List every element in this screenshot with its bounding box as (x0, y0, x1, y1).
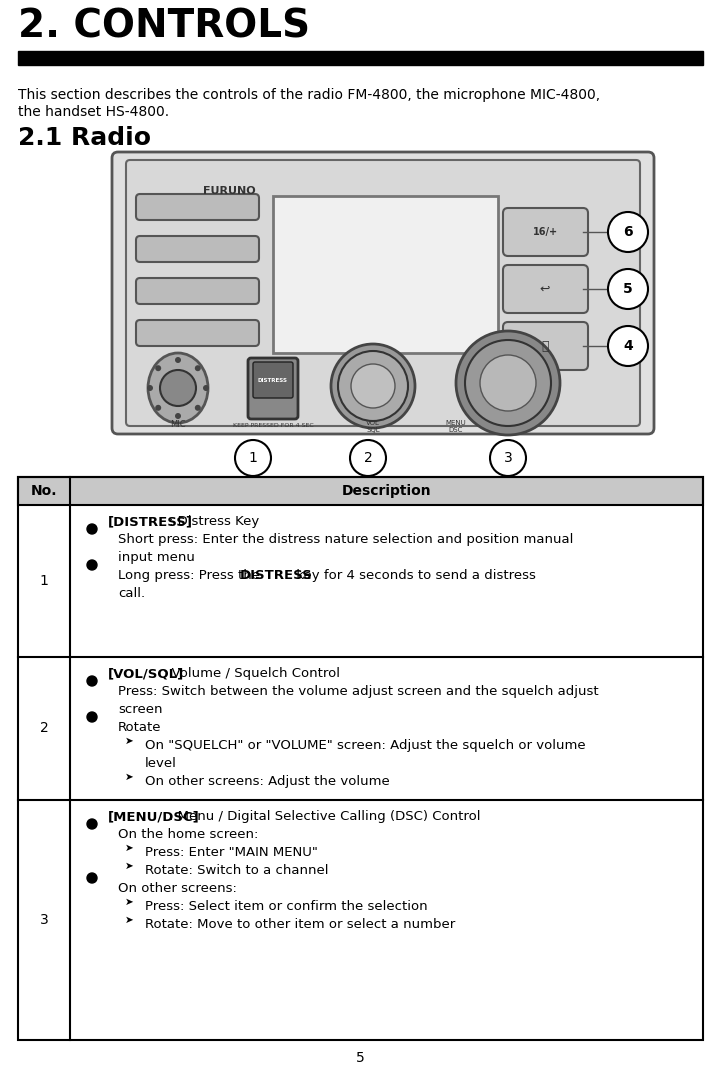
Text: screen: screen (118, 703, 162, 716)
Ellipse shape (148, 353, 208, 423)
Text: 3: 3 (40, 913, 48, 927)
Text: MENU
DSC: MENU DSC (446, 420, 466, 433)
Text: Description: Description (342, 484, 431, 498)
Circle shape (155, 365, 162, 372)
Circle shape (87, 819, 97, 829)
Text: On other screens:: On other screens: (118, 882, 237, 895)
FancyBboxPatch shape (136, 320, 259, 346)
Circle shape (235, 440, 271, 476)
Circle shape (465, 340, 551, 426)
Text: KEEP PRESSED FOR 4 SEC: KEEP PRESSED FOR 4 SEC (233, 423, 314, 429)
Text: Rotate: Move to other item or select a number: Rotate: Move to other item or select a n… (145, 918, 455, 931)
Circle shape (87, 873, 97, 883)
Circle shape (608, 326, 648, 366)
Text: ➤: ➤ (125, 915, 134, 925)
Text: [DISTRESS]: [DISTRESS] (108, 516, 193, 528)
Text: key for 4 seconds to send a distress: key for 4 seconds to send a distress (292, 569, 536, 582)
Text: level: level (145, 757, 177, 770)
Circle shape (480, 355, 536, 411)
FancyBboxPatch shape (253, 362, 293, 398)
Circle shape (147, 384, 153, 391)
Text: Short press: Enter the distress nature selection and position manual: Short press: Enter the distress nature s… (118, 533, 573, 546)
Circle shape (608, 268, 648, 309)
Circle shape (195, 405, 201, 410)
FancyBboxPatch shape (503, 265, 588, 313)
Text: Rotate: Rotate (118, 721, 162, 734)
Text: On "SQUELCH" or "VOLUME" screen: Adjust the squelch or volume: On "SQUELCH" or "VOLUME" screen: Adjust … (145, 739, 585, 752)
Bar (18, 477, 703, 1040)
Text: : Distress Key: : Distress Key (169, 516, 260, 528)
FancyBboxPatch shape (126, 160, 640, 426)
Circle shape (331, 344, 415, 429)
Text: [MENU/DSC]: [MENU/DSC] (108, 810, 200, 823)
Text: This section describes the controls of the radio FM-4800, the microphone MIC-480: This section describes the controls of t… (18, 88, 600, 102)
Circle shape (203, 384, 209, 391)
Text: ➤: ➤ (125, 843, 134, 853)
FancyBboxPatch shape (136, 278, 259, 304)
Text: ➤: ➤ (125, 736, 134, 746)
Text: ➤: ➤ (125, 772, 134, 782)
Text: On the home screen:: On the home screen: (118, 828, 258, 841)
Text: FURUNO: FURUNO (203, 186, 256, 195)
Text: call.: call. (118, 587, 145, 600)
Text: DISTRESS: DISTRESS (240, 569, 313, 582)
Text: [VOL/SQL]: [VOL/SQL] (108, 667, 185, 680)
Text: Press: Switch between the volume adjust screen and the squelch adjust: Press: Switch between the volume adjust … (118, 685, 598, 698)
Text: ➤: ➤ (125, 861, 134, 871)
Text: MIC: MIC (170, 420, 186, 429)
Circle shape (175, 413, 181, 419)
Bar (273, 195, 498, 353)
Circle shape (490, 440, 526, 476)
FancyBboxPatch shape (503, 208, 588, 256)
Text: VOL
SQL: VOL SQL (366, 420, 380, 433)
Circle shape (338, 351, 408, 421)
FancyBboxPatch shape (112, 153, 654, 434)
Text: Press: Enter "MAIN MENU": Press: Enter "MAIN MENU" (145, 846, 318, 859)
Text: Rotate: Switch to a channel: Rotate: Switch to a channel (145, 863, 329, 877)
FancyBboxPatch shape (503, 322, 588, 371)
Text: the handset HS-4800.: the handset HS-4800. (18, 105, 169, 119)
Text: 2. CONTROLS: 2. CONTROLS (18, 8, 310, 46)
Text: Long press: Press the: Long press: Press the (118, 569, 265, 582)
Circle shape (350, 440, 386, 476)
Text: 5: 5 (355, 1051, 364, 1065)
Text: 4: 4 (623, 339, 633, 353)
Circle shape (351, 364, 395, 408)
Text: ⏻: ⏻ (541, 339, 549, 352)
Text: 2: 2 (363, 451, 372, 465)
Text: No.: No. (31, 484, 57, 498)
Text: 5: 5 (623, 282, 633, 296)
Circle shape (87, 560, 97, 570)
Text: 2.1 Radio: 2.1 Radio (18, 126, 151, 150)
Bar (18, 477, 703, 505)
Text: 3: 3 (504, 451, 513, 465)
Text: : Volume / Squelch Control: : Volume / Squelch Control (163, 667, 340, 680)
Text: 16/+: 16/+ (532, 227, 557, 237)
Circle shape (87, 524, 97, 534)
Circle shape (175, 357, 181, 363)
Text: input menu: input menu (118, 551, 195, 564)
Text: 6: 6 (623, 224, 633, 240)
Bar (18, 50, 703, 66)
Text: On other screens: Adjust the volume: On other screens: Adjust the volume (145, 775, 390, 788)
Text: 1: 1 (40, 574, 48, 587)
Text: 2: 2 (40, 722, 48, 736)
Text: DISTRESS: DISTRESS (258, 377, 288, 382)
Text: 1: 1 (249, 451, 257, 465)
FancyBboxPatch shape (248, 358, 298, 419)
Text: ➤: ➤ (125, 897, 134, 908)
Circle shape (155, 405, 162, 410)
Circle shape (160, 371, 196, 406)
Circle shape (87, 676, 97, 686)
Circle shape (195, 365, 201, 372)
FancyBboxPatch shape (136, 194, 259, 220)
Circle shape (87, 712, 97, 722)
Circle shape (456, 331, 560, 435)
Circle shape (608, 212, 648, 252)
Text: : Menu / Digital Selective Calling (DSC) Control: : Menu / Digital Selective Calling (DSC)… (169, 810, 480, 823)
Text: Press: Select item or confirm the selection: Press: Select item or confirm the select… (145, 900, 428, 913)
FancyBboxPatch shape (136, 236, 259, 262)
Text: ↩: ↩ (540, 282, 550, 295)
